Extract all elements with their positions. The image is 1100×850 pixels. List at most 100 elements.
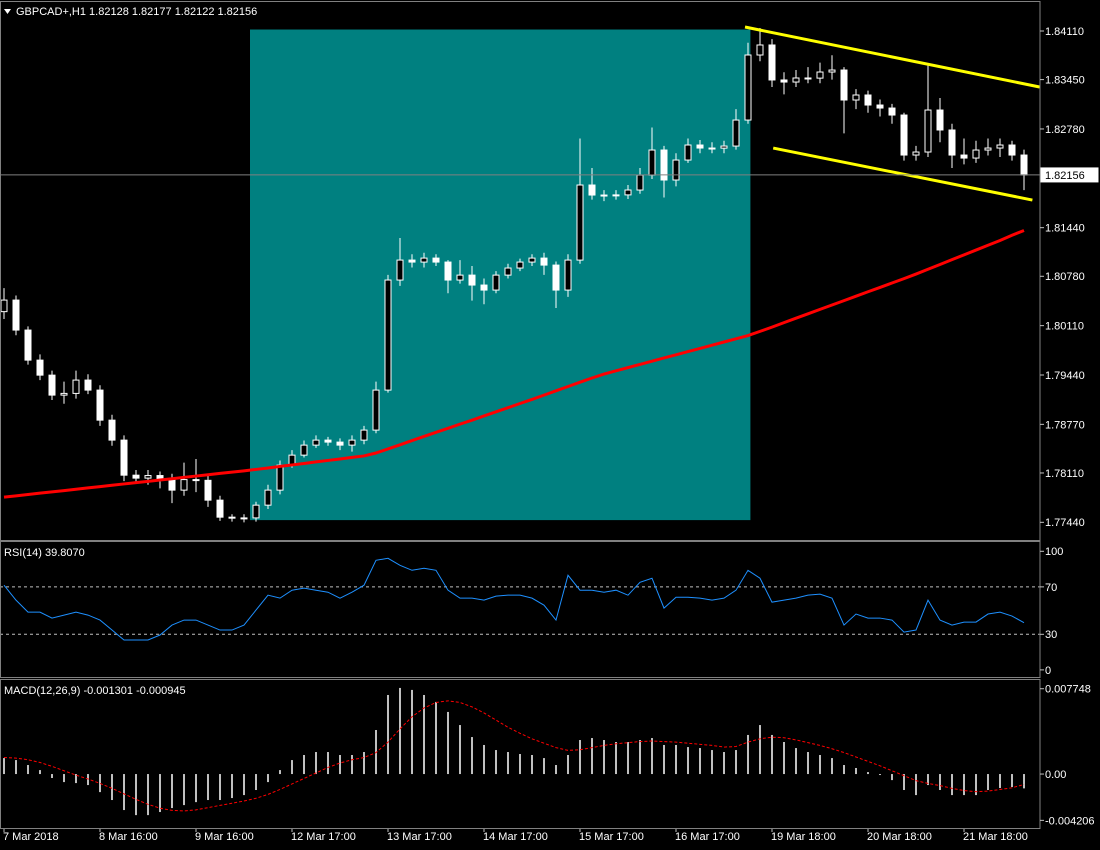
y-tick-label: 30 [1045,629,1057,641]
y-tick-label: 1.80780 [1045,271,1085,283]
candle-body [420,257,428,263]
macd-bar [555,765,557,775]
candle-body [828,69,836,73]
y-tick-label: 1.84110 [1045,26,1084,38]
macd-bar [531,754,533,775]
macd-bar [99,774,101,793]
x-tick-label: 13 Mar 17:00 [387,831,452,843]
candle-body [408,259,416,263]
candle-body [624,189,632,196]
macd-bar [171,774,173,809]
candle-body [492,274,500,291]
y-tick-label: -0.004206 [1045,815,1095,827]
candle-body [660,149,668,181]
macd-bar [423,694,425,775]
candle-body [564,259,572,291]
macd-bar [447,711,449,775]
candle-body [900,114,908,156]
panel-border [0,679,1041,829]
candle-body [1008,144,1016,156]
macd-bar [519,754,521,775]
candle-body [228,516,236,519]
macd-bar [207,774,209,801]
macd-bar [1011,774,1013,788]
candle-body [300,444,308,456]
macd-bar [303,754,305,775]
macd-bar [39,770,41,775]
moving-average [3,229,1025,499]
y-tick-label: 1.83450 [1045,75,1085,87]
candle-body [528,257,536,263]
macd-bar [135,774,137,816]
macd-bar [159,774,161,813]
candle-body [888,107,896,116]
indicator-title: MACD(12,26,9) -0.001301 -0.000945 [4,685,186,697]
macd-bar [291,760,293,775]
candle-body [756,44,764,56]
macd-bar [783,742,785,775]
x-tick-label: 16 Mar 17:00 [675,831,740,843]
candle-body [852,94,860,101]
macd-bar [315,752,317,775]
x-tick-label: 9 Mar 16:00 [195,831,254,843]
macd-bar [411,689,413,775]
candle-body [684,144,692,161]
candle-body [24,329,32,361]
macd-bar [735,750,737,775]
x-tick-label: 12 Mar 17:00 [291,831,356,843]
candle-body [948,129,956,156]
macd-bar [363,752,365,775]
candle-body [264,489,272,506]
candle-body [780,79,788,83]
candle-body [744,54,752,121]
candle-body [480,284,488,291]
candle-body [804,77,812,80]
candle-body [36,359,44,376]
candle-body [588,184,596,196]
candle-body [576,184,584,261]
macd-bar [459,725,461,775]
price-label: 1.82156 [1045,170,1085,182]
macd-bar [987,774,989,791]
macd-bar [939,774,941,791]
x-tick-label: 7 Mar 2018 [3,831,59,843]
candle-body [984,147,992,151]
candle-body [636,174,644,191]
macd-bar [435,701,437,775]
y-tick-label: 1.80110 [1045,321,1084,333]
macd-bar [747,734,749,775]
macd-bar [699,748,701,775]
candle-body [792,77,800,83]
candle-body [516,261,524,269]
candle-body [48,374,56,396]
macd-bar [999,774,1001,789]
candle-body [312,439,320,446]
macd-bar [351,754,353,775]
macd-bar [591,738,593,775]
candle-body [0,299,8,313]
macd-bar [675,744,677,775]
macd-bar [15,760,17,775]
candle-body [372,389,380,431]
candle-body [672,159,680,181]
macd-bar [255,774,257,791]
macd-bar [243,774,245,796]
macd-bar [579,740,581,775]
macd-bar [771,734,773,775]
macd-bar [915,774,917,796]
macd-bar [843,765,845,775]
candle-body [276,464,284,491]
candle-body [12,299,20,331]
macd-bar [819,754,821,775]
candle-body [960,154,968,159]
macd-bar [387,694,389,775]
y-tick-label: 1.81440 [1045,223,1085,235]
candle-body [600,194,608,197]
x-tick-label: 14 Mar 17:00 [483,831,548,843]
macd-bar [879,774,881,776]
x-tick-label: 19 Mar 18:00 [771,831,836,843]
chart-title: GBPCAD+,H1 1.82128 1.82177 1.82122 1.821… [16,6,257,18]
macd-bar [723,752,725,775]
macd-bar [855,767,857,775]
